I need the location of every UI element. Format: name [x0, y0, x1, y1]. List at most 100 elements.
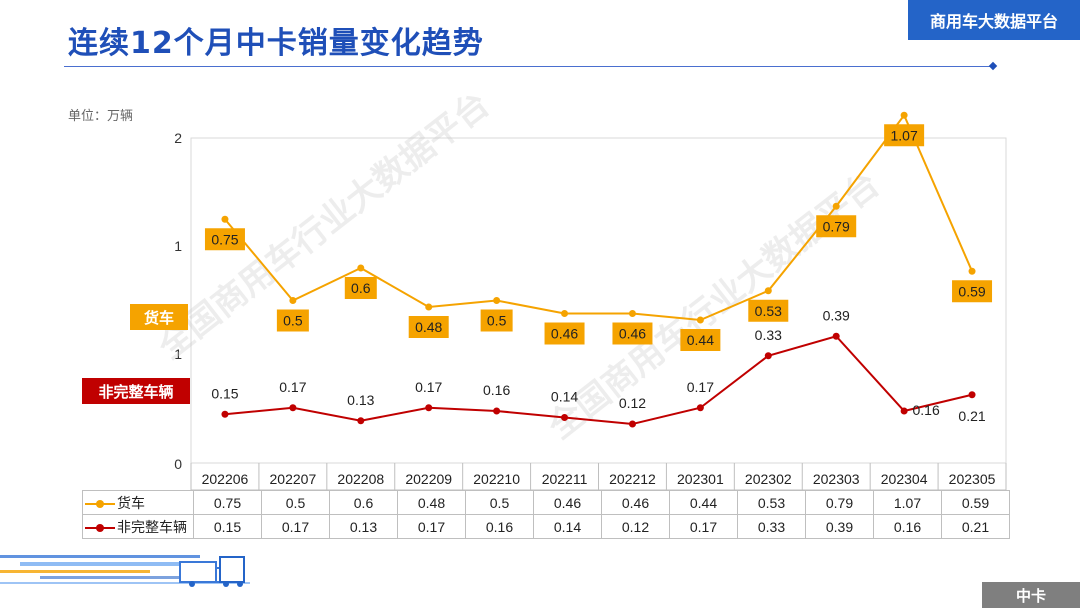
point-truck [221, 215, 229, 223]
series-line-truck [224, 113, 973, 322]
table-cell: 0.5 [465, 490, 534, 515]
data-label-incomplete-vehicle: 0.17 [279, 379, 306, 395]
table-cell: 0.17 [397, 514, 466, 539]
point-truck [832, 202, 840, 210]
table-cell: 0.16 [873, 514, 942, 539]
point-incomplete-vehicle [289, 404, 297, 412]
data-label-truck: 0.46 [551, 326, 578, 342]
y-tick-label: 1 [174, 346, 182, 362]
title-divider [64, 66, 994, 67]
data-label-incomplete-vehicle: 0.12 [619, 395, 646, 411]
point-truck [493, 297, 501, 304]
legend-marker [85, 523, 115, 533]
table-cell: 0.33 [737, 514, 806, 539]
data-label-bg [276, 309, 309, 332]
point-truck [357, 264, 365, 272]
x-tick-label: 202211 [542, 471, 588, 487]
x-tick-label: 202301 [677, 471, 724, 487]
y-tick-label: 0 [174, 456, 182, 472]
table-cell: 0.14 [533, 514, 602, 539]
x-tick-label: 202302 [745, 471, 792, 487]
point-truck [968, 267, 976, 275]
data-label-truck: 0.79 [823, 218, 850, 234]
table-cell: 0.13 [329, 514, 398, 539]
data-label-truck: 0.46 [619, 326, 646, 342]
legend-marker [85, 499, 115, 509]
point-incomplete-vehicle [425, 404, 433, 412]
x-tick-label: 202208 [337, 471, 384, 487]
point-truck [764, 287, 772, 295]
data-label-incomplete-vehicle: 0.17 [415, 379, 442, 395]
data-label-incomplete-vehicle: 0.33 [755, 327, 782, 343]
point-truck [628, 310, 636, 317]
footer-badge: 中卡 [982, 582, 1080, 608]
point-incomplete-vehicle [357, 417, 365, 425]
table-cell: 0.59 [941, 490, 1010, 515]
table-row: 货车 0.75 0.5 0.6 0.48 0.5 0.46 0.46 0.44 0.53 0.79 1… [82, 490, 1010, 515]
data-label-bg [408, 316, 449, 338]
data-label-bg [204, 228, 245, 251]
table-cell: 0.44 [669, 490, 738, 515]
x-tick-label: 202206 [202, 471, 249, 487]
point-incomplete-vehicle [900, 407, 908, 415]
table-cell: 0.16 [465, 514, 534, 539]
data-label-incomplete-vehicle: 0.16 [913, 402, 940, 418]
data-table: 货车 0.75 0.5 0.6 0.48 0.5 0.46 0.46 0.44 0.53 0.79 1… [82, 490, 1010, 539]
x-tick-label: 202305 [949, 471, 996, 487]
legend-label: 非完整车辆 [117, 518, 187, 535]
data-label-truck: 1.07 [891, 127, 918, 143]
data-label-bg [952, 280, 993, 303]
data-label-incomplete-vehicle: 0.21 [958, 408, 985, 424]
table-row: 非完整车辆 0.15 0.17 0.13 0.17 0.16 0.14 0.12 0.17 0.3… [82, 514, 1010, 539]
table-cell: 0.48 [397, 490, 466, 515]
table-cell: 0.6 [329, 490, 398, 515]
point-incomplete-vehicle [696, 404, 704, 412]
data-label-truck: 0.6 [351, 280, 371, 296]
point-incomplete-vehicle [493, 407, 501, 415]
data-label-incomplete-vehicle: 0.14 [551, 389, 578, 405]
data-label-bg [344, 277, 377, 299]
table-cell: 0.46 [601, 490, 670, 515]
point-truck [289, 297, 297, 304]
data-label-truck: 0.44 [687, 332, 714, 348]
x-tick-label: 202304 [881, 471, 928, 487]
data-label-truck: 0.5 [283, 313, 303, 329]
data-label-truck: 0.48 [415, 319, 442, 335]
table-cell: 0.5 [261, 490, 330, 515]
data-label-incomplete-vehicle: 0.16 [483, 382, 510, 398]
data-label-incomplete-vehicle: 0.17 [687, 379, 714, 395]
point-truck [561, 310, 569, 317]
x-tick-label: 202207 [270, 471, 317, 487]
point-incomplete-vehicle [832, 332, 840, 340]
data-label-bg [680, 329, 721, 351]
data-label-incomplete-vehicle: 0.39 [823, 307, 850, 323]
data-label-bg [748, 299, 789, 322]
brand-badge: 商用车大数据平台 [908, 0, 1080, 40]
series-tag-truck: 货车 [130, 304, 188, 330]
table-cell: 0.46 [533, 490, 602, 515]
data-label-incomplete-vehicle: 0.13 [347, 392, 374, 408]
point-incomplete-vehicle [628, 420, 636, 428]
table-cell: 0.12 [601, 514, 670, 539]
table-cell: 0.79 [805, 490, 874, 515]
data-label-incomplete-vehicle: 0.15 [211, 385, 238, 401]
table-series-header: 非完整车辆 [82, 514, 194, 539]
data-label-truck: 0.53 [755, 303, 782, 319]
point-incomplete-vehicle [221, 410, 229, 418]
table-cell: 0.17 [261, 514, 330, 539]
data-label-bg [544, 322, 585, 345]
legend-label: 货车 [117, 494, 145, 511]
data-label-bg [816, 215, 857, 238]
data-label-bg [884, 124, 925, 147]
data-label-bg [612, 322, 653, 345]
x-tick-label: 202212 [609, 471, 656, 487]
point-incomplete-vehicle [968, 391, 976, 399]
point-truck [900, 111, 908, 119]
point-truck [425, 303, 433, 311]
x-tick-label: 202303 [813, 471, 860, 487]
data-label-truck: 0.5 [487, 313, 507, 329]
point-incomplete-vehicle [561, 414, 569, 421]
unit-label: 单位：万辆 [68, 109, 134, 124]
page-title: 连续12个月中卡销量变化趋势 [68, 26, 484, 61]
